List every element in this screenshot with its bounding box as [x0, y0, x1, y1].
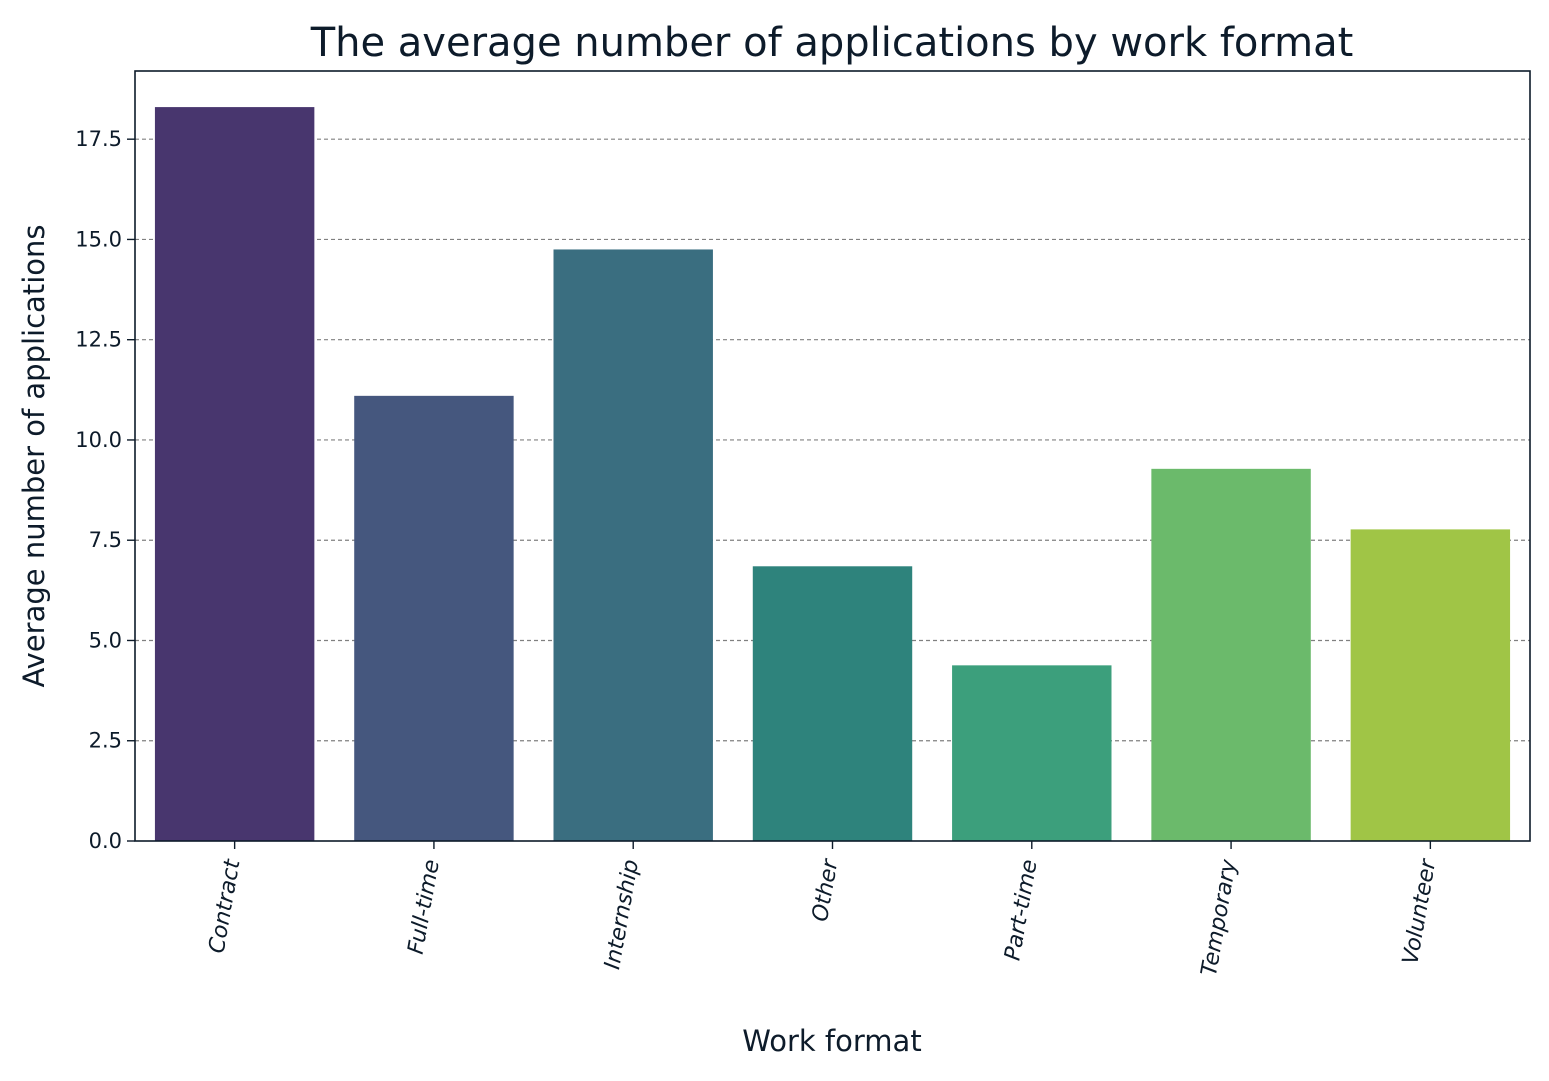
- x-axis-ticks: Contract Full-time Internship Other Part-tim…: [204, 841, 1442, 978]
- bar-volunteer: [1350, 529, 1511, 841]
- y-axis-ticks: 0.0 2.5 5.0 7.5 10.0 12.5 15.0 17.5: [75, 127, 135, 853]
- x-tick-label: Other: [808, 856, 844, 924]
- y-tick-label: 15.0: [75, 227, 122, 251]
- bars: [154, 107, 1511, 841]
- y-tick-label: 0.0: [89, 829, 122, 853]
- bar-temporary: [1151, 468, 1311, 841]
- x-tick-label: Part-time: [1000, 858, 1042, 963]
- plot-frame: [134, 70, 1531, 842]
- bar-other: [752, 566, 913, 841]
- y-tick-label: 2.5: [89, 729, 122, 753]
- bar-part-time: [952, 665, 1112, 841]
- bar-contract: [154, 107, 315, 841]
- x-tick-label: Contract: [204, 856, 245, 955]
- chart-title: The average number of applications by wo…: [310, 20, 1354, 66]
- y-tick-label: 5.0: [89, 628, 122, 652]
- bar-full-time: [354, 395, 514, 841]
- x-tick-label: Volunteer: [1398, 856, 1441, 967]
- bar-internship: [553, 249, 713, 841]
- x-tick-label: Internship: [600, 858, 644, 972]
- y-tick-label: 7.5: [89, 528, 122, 552]
- x-tick-label: Full-time: [404, 858, 445, 956]
- y-axis-label: Average number of applications: [17, 225, 51, 688]
- y-tick-label: 17.5: [75, 127, 122, 151]
- y-tick-label: 12.5: [75, 328, 122, 352]
- y-tick-label: 10.0: [75, 428, 122, 452]
- x-axis-label: Work format: [742, 1024, 921, 1058]
- x-tick-label: Temporary: [1197, 857, 1242, 978]
